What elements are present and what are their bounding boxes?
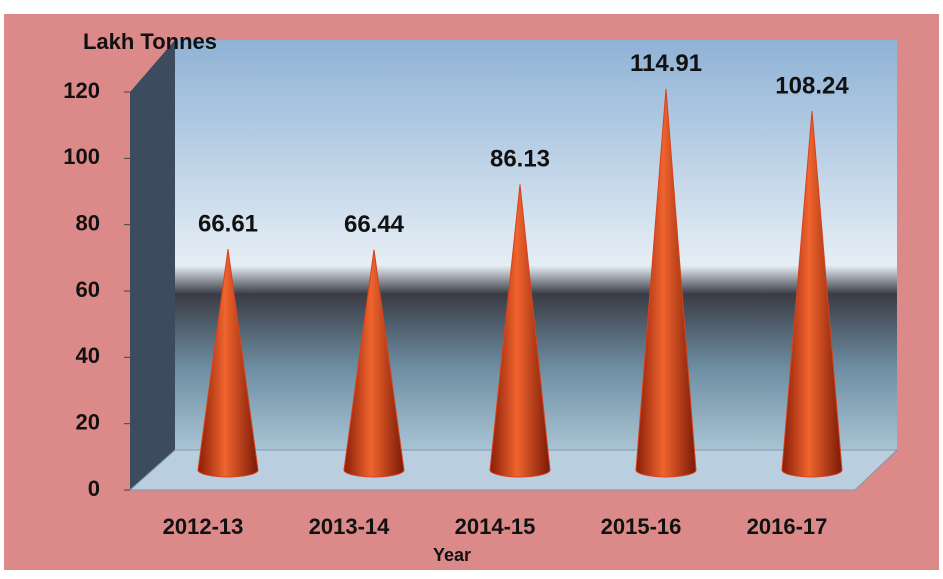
y-tick-label: 120 — [63, 78, 100, 103]
x-tick-label: 2012-13 — [163, 514, 244, 539]
x-axis-title: Year — [433, 545, 471, 565]
value-label: 86.13 — [490, 146, 550, 173]
x-tick-label: 2013-14 — [309, 514, 391, 539]
x-tick-label: 2016-17 — [747, 514, 828, 539]
y-tick-label: 40 — [76, 343, 100, 368]
cone — [489, 184, 551, 478]
value-label: 108.24 — [775, 72, 849, 99]
side-wall — [130, 40, 175, 490]
cone-body — [489, 184, 551, 478]
cone-body — [343, 249, 405, 478]
cone-body — [635, 88, 697, 478]
cone — [343, 249, 405, 478]
cone-body — [197, 249, 259, 478]
cone — [197, 249, 259, 478]
cone — [635, 88, 697, 478]
y-axis-title: Lakh Tonnes — [83, 29, 217, 54]
y-tick-label: 0 — [88, 476, 100, 501]
value-label: 114.91 — [630, 50, 702, 77]
y-tick-label: 20 — [76, 409, 100, 434]
value-label: 66.61 — [198, 210, 258, 237]
y-tick-label: 100 — [63, 144, 100, 169]
y-tick-label: 60 — [76, 277, 100, 302]
x-tick-label: 2015-16 — [601, 514, 682, 539]
value-label: 66.44 — [344, 211, 405, 238]
y-tick-label: 80 — [76, 210, 100, 235]
cone-body — [781, 110, 843, 478]
x-tick-label: 2014-15 — [455, 514, 536, 539]
cone — [781, 110, 843, 478]
